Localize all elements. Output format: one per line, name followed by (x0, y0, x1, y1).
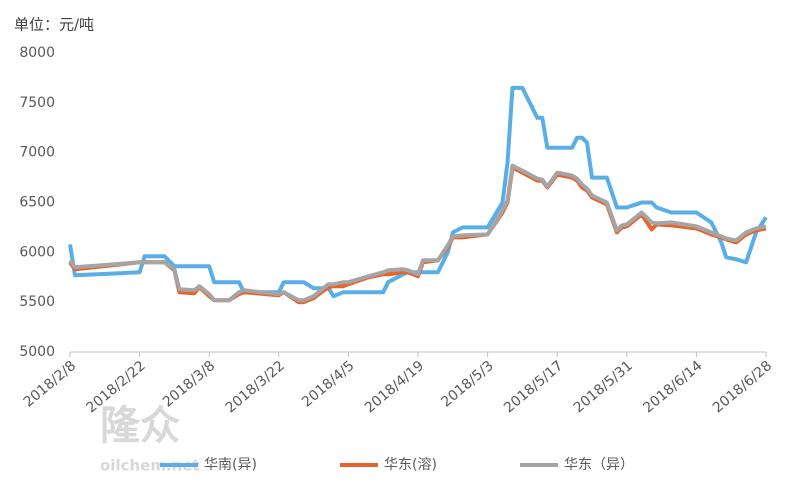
x-tick-label: 2018/6/28 (710, 358, 775, 416)
series-line (68, 163, 767, 303)
x-tick-label: 2018/5/3 (438, 358, 496, 411)
x-tick-label: 2018/6/14 (640, 358, 705, 416)
legend-label: 华东(溶) (384, 457, 437, 473)
legend-label: 华东（异） (564, 457, 634, 473)
y-tick-label: 7500 (19, 95, 55, 111)
x-tick-label: 2018/4/5 (299, 358, 357, 411)
y-tick-label: 8000 (19, 45, 55, 61)
watermark-brand: 隆众 (100, 403, 180, 449)
series-line (68, 85, 768, 299)
x-tick-label: 2018/2/8 (21, 358, 79, 411)
unit-label: 单位：元/吨 (14, 16, 94, 34)
x-tick-label: 2018/5/17 (501, 358, 566, 416)
series-line (68, 165, 767, 305)
x-tick-label: 2018/3/8 (160, 358, 218, 411)
y-tick-label: 5500 (19, 294, 55, 310)
x-tick-label: 2018/3/22 (223, 358, 288, 416)
x-tick-label: 2018/5/31 (571, 358, 636, 416)
y-tick-label: 6500 (19, 195, 55, 211)
watermark-site: oilchem.net (100, 457, 200, 475)
y-tick-label: 5000 (19, 344, 55, 360)
y-tick-label: 7000 (19, 145, 55, 161)
y-tick-label: 6000 (19, 244, 55, 260)
x-tick-label: 2018/4/19 (362, 358, 427, 416)
legend-label: 华南(异) (204, 457, 257, 473)
